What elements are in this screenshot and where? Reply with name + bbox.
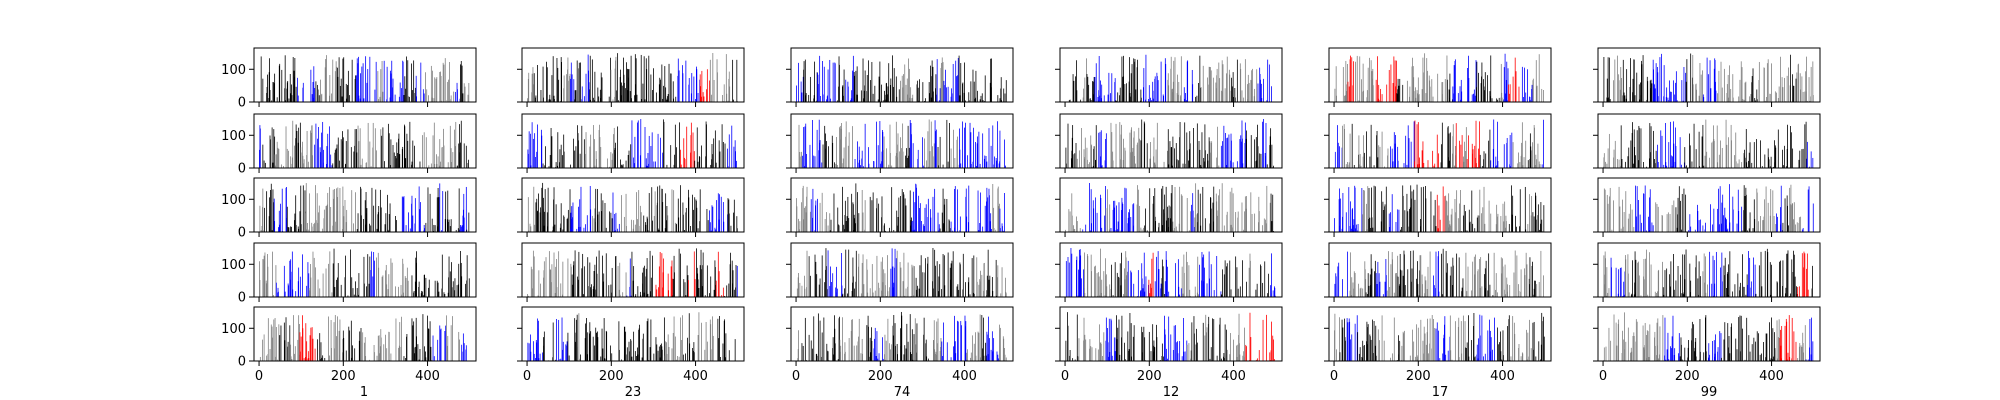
panel-r3-c6 (1593, 177, 1821, 237)
panel-r5-c3: 0 200 400 (786, 306, 1014, 384)
panel-frame (1059, 242, 1283, 298)
panel-frame (1597, 177, 1821, 233)
panel-r1-c2 (517, 47, 745, 107)
panel-frame (253, 177, 477, 233)
panel-frame (521, 113, 745, 169)
y-tick-label: 100 (221, 129, 246, 144)
panel-frame (1597, 47, 1821, 103)
y-tick-label: 0 (238, 162, 246, 177)
panel-frame (521, 242, 745, 298)
panel-frame (790, 47, 1014, 103)
panel-r2-c5 (1324, 113, 1552, 173)
panel-r4-c3 (786, 242, 1014, 302)
x-tick-label: 400 (683, 369, 708, 384)
y-tick-label: 0 (238, 96, 246, 111)
panel-frame (790, 242, 1014, 298)
x-tick-label: 200 (868, 369, 893, 384)
panel-r4-c4 (1055, 242, 1283, 302)
panel-r2-c2 (517, 113, 745, 173)
y-tick-label: 100 (221, 322, 246, 337)
panel-r4-c1: 0 100 (221, 242, 477, 306)
panel-frame (1059, 113, 1283, 169)
x-tick-label: 400 (952, 369, 977, 384)
y-tick-label: 100 (221, 193, 246, 208)
panel-frame (1328, 242, 1552, 298)
panel-frame (253, 242, 477, 298)
x-tick-label: 200 (331, 369, 356, 384)
panel-frame (1059, 177, 1283, 233)
panel-frame (253, 306, 477, 362)
x-tick-label: 200 (599, 369, 624, 384)
panel-r3-c2 (517, 177, 745, 237)
panel-frame (1059, 47, 1283, 103)
panel-frame (253, 113, 477, 169)
y-tick-label: 100 (221, 258, 246, 273)
panel-frame (1328, 177, 1552, 233)
panel-frame (1597, 113, 1821, 169)
x-tick-label: 0 (792, 369, 800, 384)
panel-frame (1328, 113, 1552, 169)
panel-frame (521, 306, 745, 362)
panel-frame (1597, 242, 1821, 298)
x-tick-label: 0 (523, 369, 531, 384)
panel-r4-c2 (517, 242, 745, 302)
panel-r1-c6 (1593, 47, 1821, 107)
panel-frame (790, 113, 1014, 169)
panel-frame (253, 47, 477, 103)
y-tick-label: 0 (238, 355, 246, 370)
panel-r4-c6 (1593, 242, 1821, 302)
panel-r3-c5 (1324, 177, 1552, 237)
panel-r1-c5 (1324, 47, 1552, 107)
panel-frame (521, 47, 745, 103)
panel-r2-c3 (786, 113, 1014, 173)
panel-r3-c3 (786, 177, 1014, 237)
panel-r4-c5 (1324, 242, 1552, 302)
panel-r3-c4 (1055, 177, 1283, 237)
x-tick-label: 400 (415, 369, 440, 384)
x-tick-label: 0 (255, 369, 263, 384)
panel-frame (790, 177, 1014, 233)
panel-r5-c2: 0 200 400 (517, 306, 745, 384)
y-tick-label: 100 (221, 63, 246, 78)
panel-r1-c3 (786, 47, 1014, 107)
panel-r1-c1: 0 100 (221, 47, 477, 111)
y-tick-label: 0 (238, 291, 246, 306)
panel-r2-c1: 0 100 (221, 113, 477, 177)
panel-r3-c1: 0 100 (221, 177, 477, 241)
panel-frame (790, 306, 1014, 362)
panel-frame (1328, 47, 1552, 103)
panel-r5-c4: 0 200 400 (1055, 306, 1283, 384)
panel-r2-c6 (1593, 113, 1821, 173)
y-tick-label: 0 (238, 226, 246, 241)
panel-r2-c4 (1055, 113, 1283, 173)
panel-frame (521, 177, 745, 233)
panel-r1-c4 (1055, 47, 1283, 107)
panel-r5-c1: 0 100 0 200 400 (221, 306, 477, 384)
